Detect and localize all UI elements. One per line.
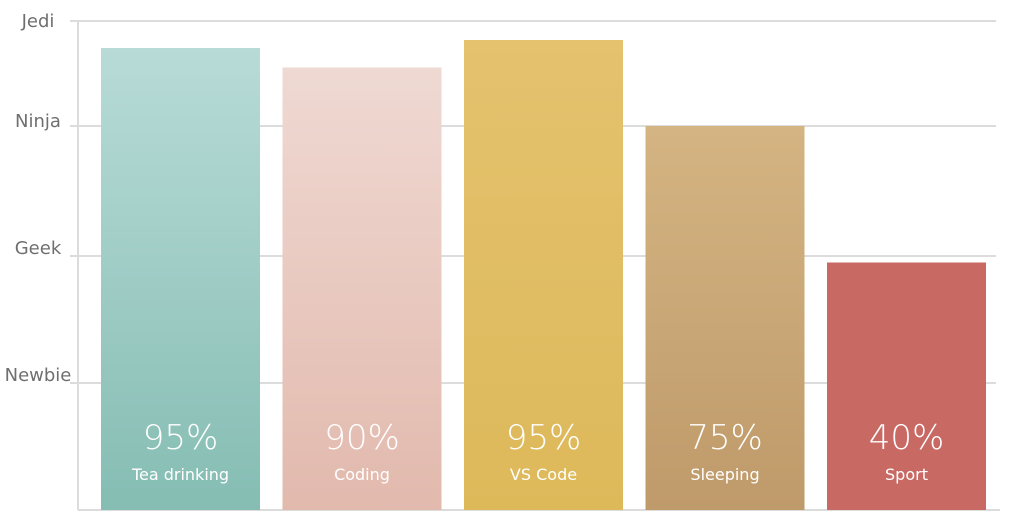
bar (282, 67, 442, 510)
bar (645, 126, 805, 510)
bar-value-label: 90% (324, 418, 400, 458)
bar-category-label: Sleeping (690, 465, 759, 484)
y-tick-label-jedi: Jedi (21, 11, 55, 32)
bar-value-label: 95% (506, 418, 582, 458)
y-tick-label-geek: Geek (14, 238, 62, 259)
bar-group-vs-code: 95% VS Code (464, 40, 623, 510)
bar-value-label: 40% (869, 418, 945, 458)
bar-group-sport: 40% Sport (827, 262, 986, 510)
bar-value-label: 75% (687, 418, 763, 458)
bar (101, 48, 260, 510)
y-tick-label-newbie: Newbie (4, 365, 72, 386)
bar-category-label: Coding (334, 465, 390, 484)
bar-group-sleeping: 75% Sleeping (645, 126, 805, 510)
bar-category-label: Tea drinking (131, 465, 229, 484)
bar-category-label: VS Code (510, 465, 577, 484)
bar (464, 40, 623, 510)
bar-category-label: Sport (885, 465, 928, 484)
bar (827, 262, 986, 510)
bar-group-coding: 90% Coding (282, 67, 442, 510)
y-tick-label-ninja: Ninja (15, 111, 61, 132)
bar-value-label: 95% (143, 418, 219, 458)
bars: 95% Tea drinking 90% Coding 95% VS Code 75% Sle… (101, 40, 986, 510)
bar-group-tea-drinking: 95% Tea drinking (101, 48, 260, 510)
